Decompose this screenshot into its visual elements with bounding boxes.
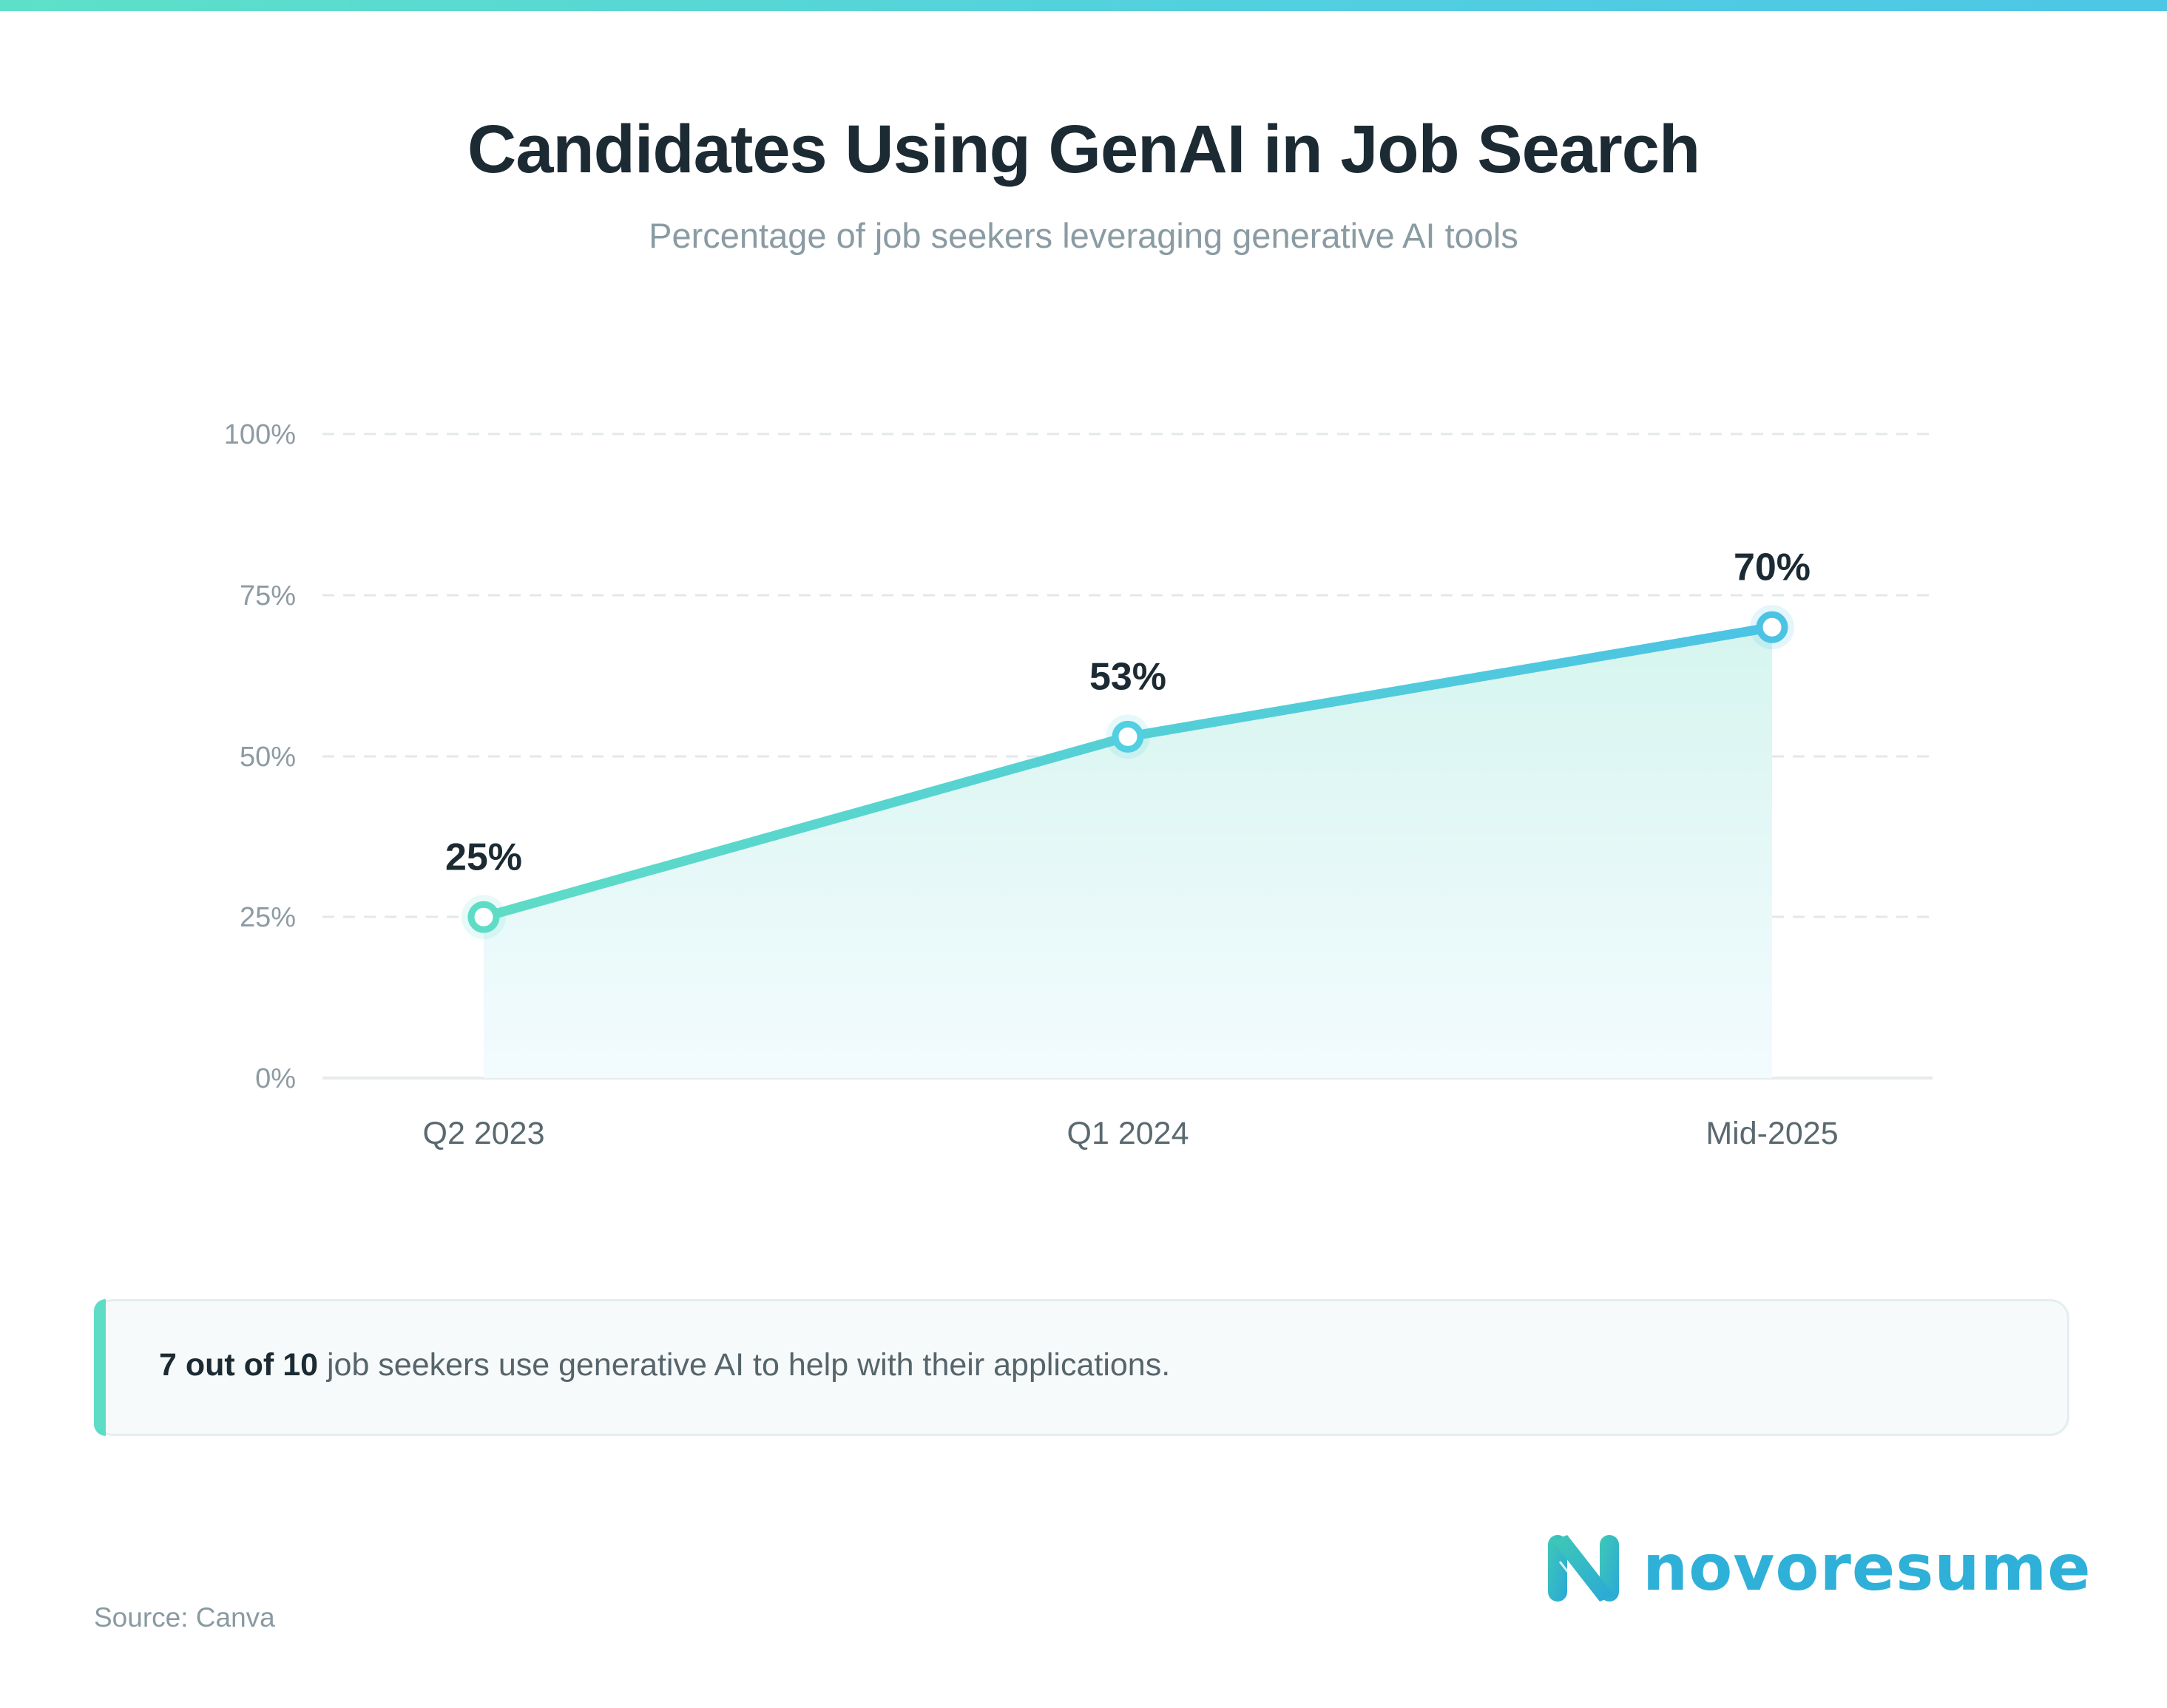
source-note: Source: Canva [94,1602,275,1633]
top-accent-bar [0,0,2167,11]
x-axis: Q2 2023 Q1 2024 Mid-2025 [423,1116,1839,1151]
data-point-marker [1112,720,1144,753]
data-label-q2-2023: 25% [445,836,522,878]
data-point-marker [467,901,500,933]
data-label-q1-2024: 53% [1089,655,1166,698]
y-tick-75: 75% [240,580,296,611]
novoresume-n-icon [1548,1535,1619,1602]
y-tick-0: 0% [255,1063,296,1094]
x-tick-mid-2025: Mid-2025 [1705,1116,1838,1151]
y-tick-100: 100% [224,419,296,450]
brand-logo: novoresume [1545,1531,2092,1605]
callout-text: 7 out of 10 job seekers use generative A… [159,1347,1170,1383]
chart-title: Candidates Using GenAI in Job Search [467,112,1700,187]
y-tick-50: 50% [240,742,296,773]
data-markers [462,605,1794,940]
data-label-mid-2025: 70% [1734,546,1811,589]
chart-subtitle: Percentage of job seekers leveraging gen… [649,216,1518,255]
callout-body: job seekers use generative AI to help wi… [318,1347,1171,1383]
line-chart: 100% 75% 50% 25% 0% 25% 53% 70% Q2 2023 … [224,419,1933,1151]
insight-callout [94,1299,2069,1436]
callout-bold: 7 out of 10 [159,1347,319,1383]
x-tick-q1-2024: Q1 2024 [1067,1116,1189,1151]
y-tick-25: 25% [240,902,296,933]
data-labels: 25% 53% 70% [445,546,1811,878]
y-axis: 100% 75% 50% 25% 0% [224,419,296,1094]
area-fill [484,627,1772,1078]
data-point-marker [1756,611,1788,643]
brand-name: novoresume [1643,1531,2092,1605]
callout-accent-bar [94,1299,106,1436]
x-tick-q2-2023: Q2 2023 [423,1116,545,1151]
